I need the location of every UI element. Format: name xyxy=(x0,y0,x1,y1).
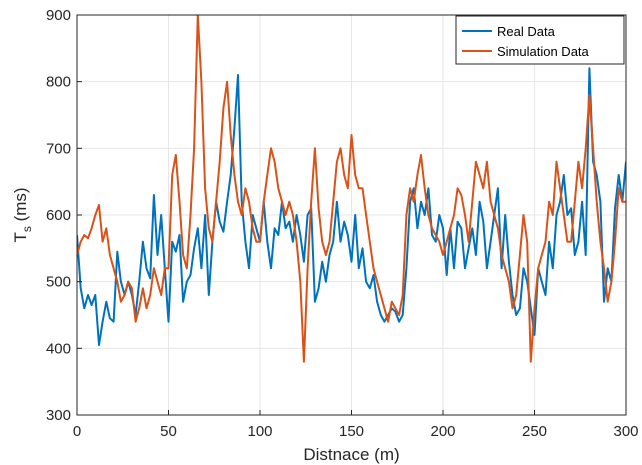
y-tick-label: 600 xyxy=(46,207,71,224)
series-layer xyxy=(77,15,626,363)
x-tick-label: 100 xyxy=(247,423,272,440)
legend-label-real-data: Real Data xyxy=(497,24,556,39)
y-tick-label: 500 xyxy=(46,274,71,291)
x-tick-label: 250 xyxy=(522,423,547,440)
x-tick-label: 0 xyxy=(73,423,81,440)
y-axis-label-unit: (ms) xyxy=(11,187,30,226)
x-axis-label: Distnace (m) xyxy=(303,445,399,464)
grid xyxy=(77,15,626,415)
y-tick-label: 800 xyxy=(46,74,71,91)
x-tick-label: 50 xyxy=(160,423,177,440)
y-axis: 300 400 500 600 700 800 900 xyxy=(46,7,82,424)
x-axis: 0 50 100 150 200 250 300 xyxy=(73,410,639,440)
y-axis-label-subscript: s xyxy=(20,226,34,232)
y-tick-label: 400 xyxy=(46,340,71,357)
x-tick-label: 150 xyxy=(339,423,364,440)
y-tick-label: 300 xyxy=(46,407,71,424)
series-line-simulation-data xyxy=(77,15,626,363)
legend-label-simulation-data: Simulation Data xyxy=(497,44,590,59)
y-tick-label: 700 xyxy=(46,140,71,157)
x-tick-label: 300 xyxy=(613,423,638,440)
series-line-real-data xyxy=(77,67,626,346)
x-tick-label: 200 xyxy=(430,423,455,440)
y-tick-label: 900 xyxy=(46,7,71,24)
legend: Real Data Simulation Data xyxy=(455,15,625,65)
y-axis-label: Ts (ms) xyxy=(11,187,34,242)
legend-box xyxy=(455,15,625,65)
y-axis-label-main: T xyxy=(11,232,30,242)
